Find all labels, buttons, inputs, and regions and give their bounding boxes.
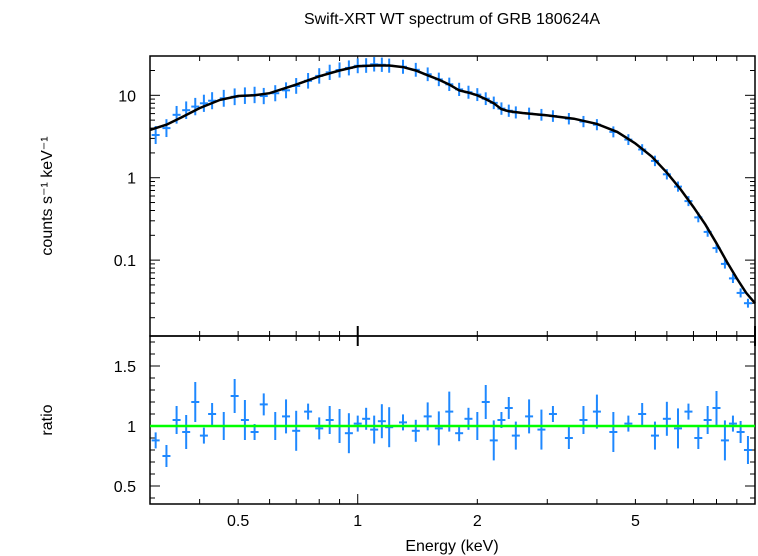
- y-tick-label: 1: [127, 171, 136, 188]
- ratio-data-point: [564, 427, 573, 449]
- ratio-data-point: [377, 404, 386, 439]
- ratio-data-point: [182, 415, 191, 449]
- ratio-data-point: [674, 408, 683, 449]
- x-tick-label: 2: [473, 513, 482, 530]
- ratio-data-point: [199, 427, 208, 444]
- ratio-data-point: [434, 411, 443, 446]
- x-tick-label: 1: [353, 513, 362, 530]
- y-tick-label: 10: [118, 88, 136, 105]
- ratio-data-point: [172, 406, 181, 434]
- ratio-data-point: [353, 415, 362, 432]
- ratio-data-point: [579, 406, 588, 434]
- ratio-data-point: [592, 394, 601, 429]
- ratio-data-point: [398, 414, 407, 431]
- ratio-data-point: [325, 406, 334, 434]
- ratio-data-point: [525, 399, 534, 434]
- ratio-data-point: [609, 412, 618, 452]
- ratio-data-point: [624, 415, 633, 432]
- top-y-axis-label: counts s⁻¹ keV⁻¹: [39, 136, 56, 255]
- y-tick-label: 0.5: [114, 479, 136, 496]
- ratio-data-point: [230, 379, 239, 413]
- top-panel-ticks: 0.1 1 10: [114, 55, 756, 336]
- spectrum-data-point: [191, 97, 200, 116]
- ratio-data-point: [548, 406, 557, 422]
- spectrum-data-point: [162, 119, 171, 138]
- ratio-data-point: [703, 406, 712, 434]
- ratio-data-points: [151, 379, 752, 467]
- ratio-data-point: [662, 401, 671, 436]
- ratio-data-point: [455, 425, 464, 442]
- ratio-data-point: [638, 403, 647, 425]
- spectrum-data-point: [743, 298, 752, 308]
- spectrum-data-point: [199, 94, 208, 112]
- bottom-panel-frame: [149, 335, 756, 505]
- ratio-data-point: [481, 385, 490, 419]
- ratio-data-point: [191, 382, 200, 422]
- ratio-data-point: [370, 415, 379, 444]
- model-curve: [149, 64, 756, 305]
- ratio-data-point: [240, 400, 249, 440]
- ratio-data-point: [694, 427, 703, 449]
- ratio-data-point: [684, 403, 693, 420]
- ratio-data-point: [162, 445, 171, 467]
- ratio-data-point: [736, 421, 745, 443]
- ratio-data-point: [344, 413, 353, 454]
- ratio-data-point: [304, 403, 313, 420]
- ratio-data-point: [151, 432, 160, 449]
- y-tick-label: 1: [127, 419, 136, 436]
- top-panel: 0.1 1 10 counts s⁻¹ keV⁻¹: [39, 55, 756, 337]
- ratio-data-point: [282, 399, 291, 434]
- spectrum-data-point: [282, 82, 291, 99]
- y-tick-label: 0.1: [114, 253, 136, 270]
- ratio-data-point: [743, 436, 752, 464]
- ratio-data-point: [292, 410, 301, 451]
- ratio-data-point: [504, 397, 513, 419]
- ratio-data-point: [411, 419, 420, 442]
- x-axis-label: Energy (keV): [405, 538, 498, 555]
- bottom-panel: 0.5 1 2 5 0.5 1 1.5 ratio: [39, 335, 756, 530]
- y-tick-label: 1.5: [114, 359, 136, 376]
- x-tick-label: 0.5: [227, 513, 249, 530]
- ratio-data-point: [728, 415, 737, 432]
- ratio-data-point: [315, 417, 324, 440]
- ratio-data-point: [712, 391, 721, 425]
- bottom-y-axis-label: ratio: [39, 404, 56, 435]
- top-panel-frame: [149, 55, 756, 337]
- ratio-data-point: [208, 403, 217, 425]
- bottom-panel-ticks: 0.5 1 2 5 0.5 1 1.5: [114, 336, 756, 530]
- ratio-data-point: [259, 393, 268, 416]
- ratio-data-point: [537, 409, 546, 450]
- spectrum-data-point: [736, 288, 745, 298]
- x-tick-label: 5: [631, 513, 640, 530]
- spectrum-data-point: [259, 87, 268, 105]
- chart-title: Swift-XRT WT spectrum of GRB 180624A: [304, 11, 600, 28]
